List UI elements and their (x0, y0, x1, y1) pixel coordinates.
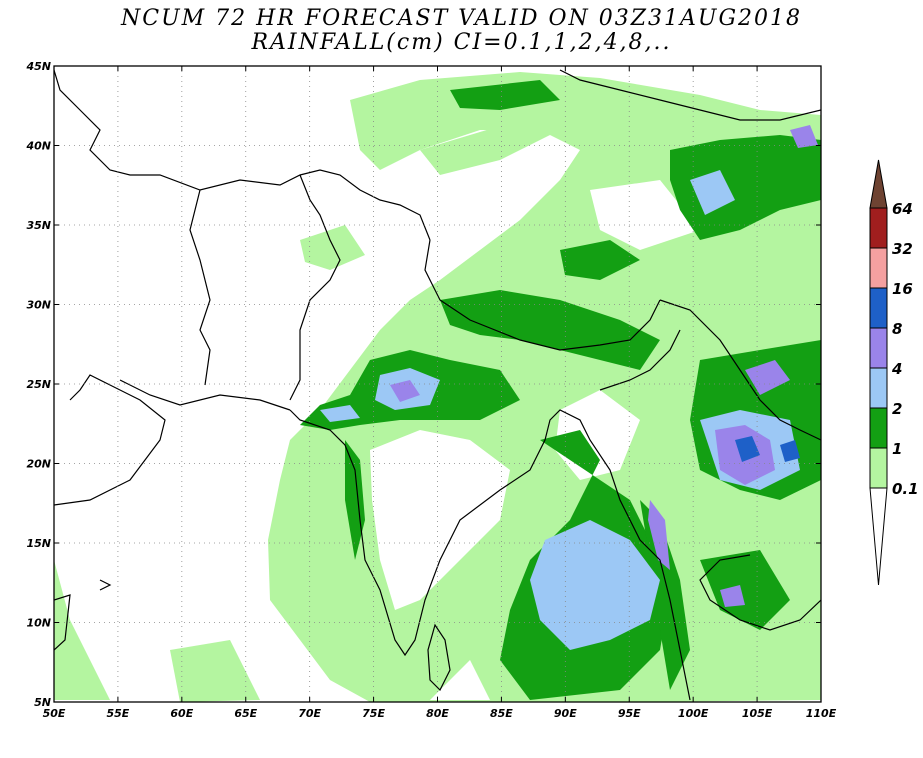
lon-label: 80E (426, 707, 449, 720)
coastlines (54, 69, 821, 701)
lon-label: 95E (618, 707, 641, 720)
colorbar-label: 0.1 (892, 480, 919, 498)
lon-label: 110E (806, 707, 837, 720)
colorbar-label: 4 (891, 360, 902, 378)
lon-label: 85E (490, 707, 513, 720)
lon-label: 75E (362, 707, 385, 720)
colorbar-label: 32 (892, 240, 913, 258)
rain-band-purple (390, 125, 818, 607)
lat-label: 35N (26, 219, 51, 232)
lat-label: 45N (25, 60, 51, 73)
lat-label: 10N (26, 617, 51, 630)
lon-label: 70E (298, 707, 321, 720)
colorbar: 0.1 1 2 4 8 16 32 64 (869, 159, 919, 586)
colorbar-segment (869, 287, 888, 329)
colorbar-segment (869, 367, 888, 409)
colorbar-label: 8 (892, 320, 902, 338)
lon-label: 65E (234, 707, 257, 720)
colorbar-label: 1 (892, 440, 902, 458)
colorbar-segment (869, 327, 888, 369)
colorbar-label: 16 (892, 280, 913, 298)
colorbar-segment (869, 159, 888, 209)
rainfall-field (54, 72, 821, 702)
lat-label: 15N (26, 537, 51, 550)
lat-label: 5N (34, 696, 51, 709)
colorbar-segment (869, 447, 888, 489)
lat-label: 40N (25, 140, 51, 153)
lat-label: 30N (26, 299, 51, 312)
lat-label: 20N (26, 458, 51, 471)
lon-label: 55E (107, 707, 130, 720)
rain-band-blue (735, 436, 800, 462)
map-axes: 50E 55E 60E 65E 70E 75E 80E 85E 90E 95E 100E 105E 11… (25, 60, 836, 720)
colorbar-segment (869, 407, 888, 449)
lon-label: 100E (678, 707, 709, 720)
colorbar-label: 64 (892, 200, 913, 218)
map-title: NCUM 72 HR FORECAST VALID ON 03Z31AUG201… (120, 6, 803, 31)
colorbar-segment (869, 487, 888, 586)
dry-areas (370, 180, 700, 700)
lat-label: 25N (26, 378, 51, 391)
lon-label: 90E (554, 707, 577, 720)
lon-label: 105E (742, 707, 773, 720)
lat-lon-grid (54, 66, 821, 702)
colorbar-segment (869, 207, 888, 249)
colorbar-label: 2 (892, 400, 902, 418)
colorbar-segment (869, 247, 888, 289)
lon-label: 60E (170, 707, 193, 720)
lon-label: 50E (43, 707, 66, 720)
map-subtitle: RAINFALL(cm) CI=0.1,1,2,4,8,.. (251, 30, 672, 55)
